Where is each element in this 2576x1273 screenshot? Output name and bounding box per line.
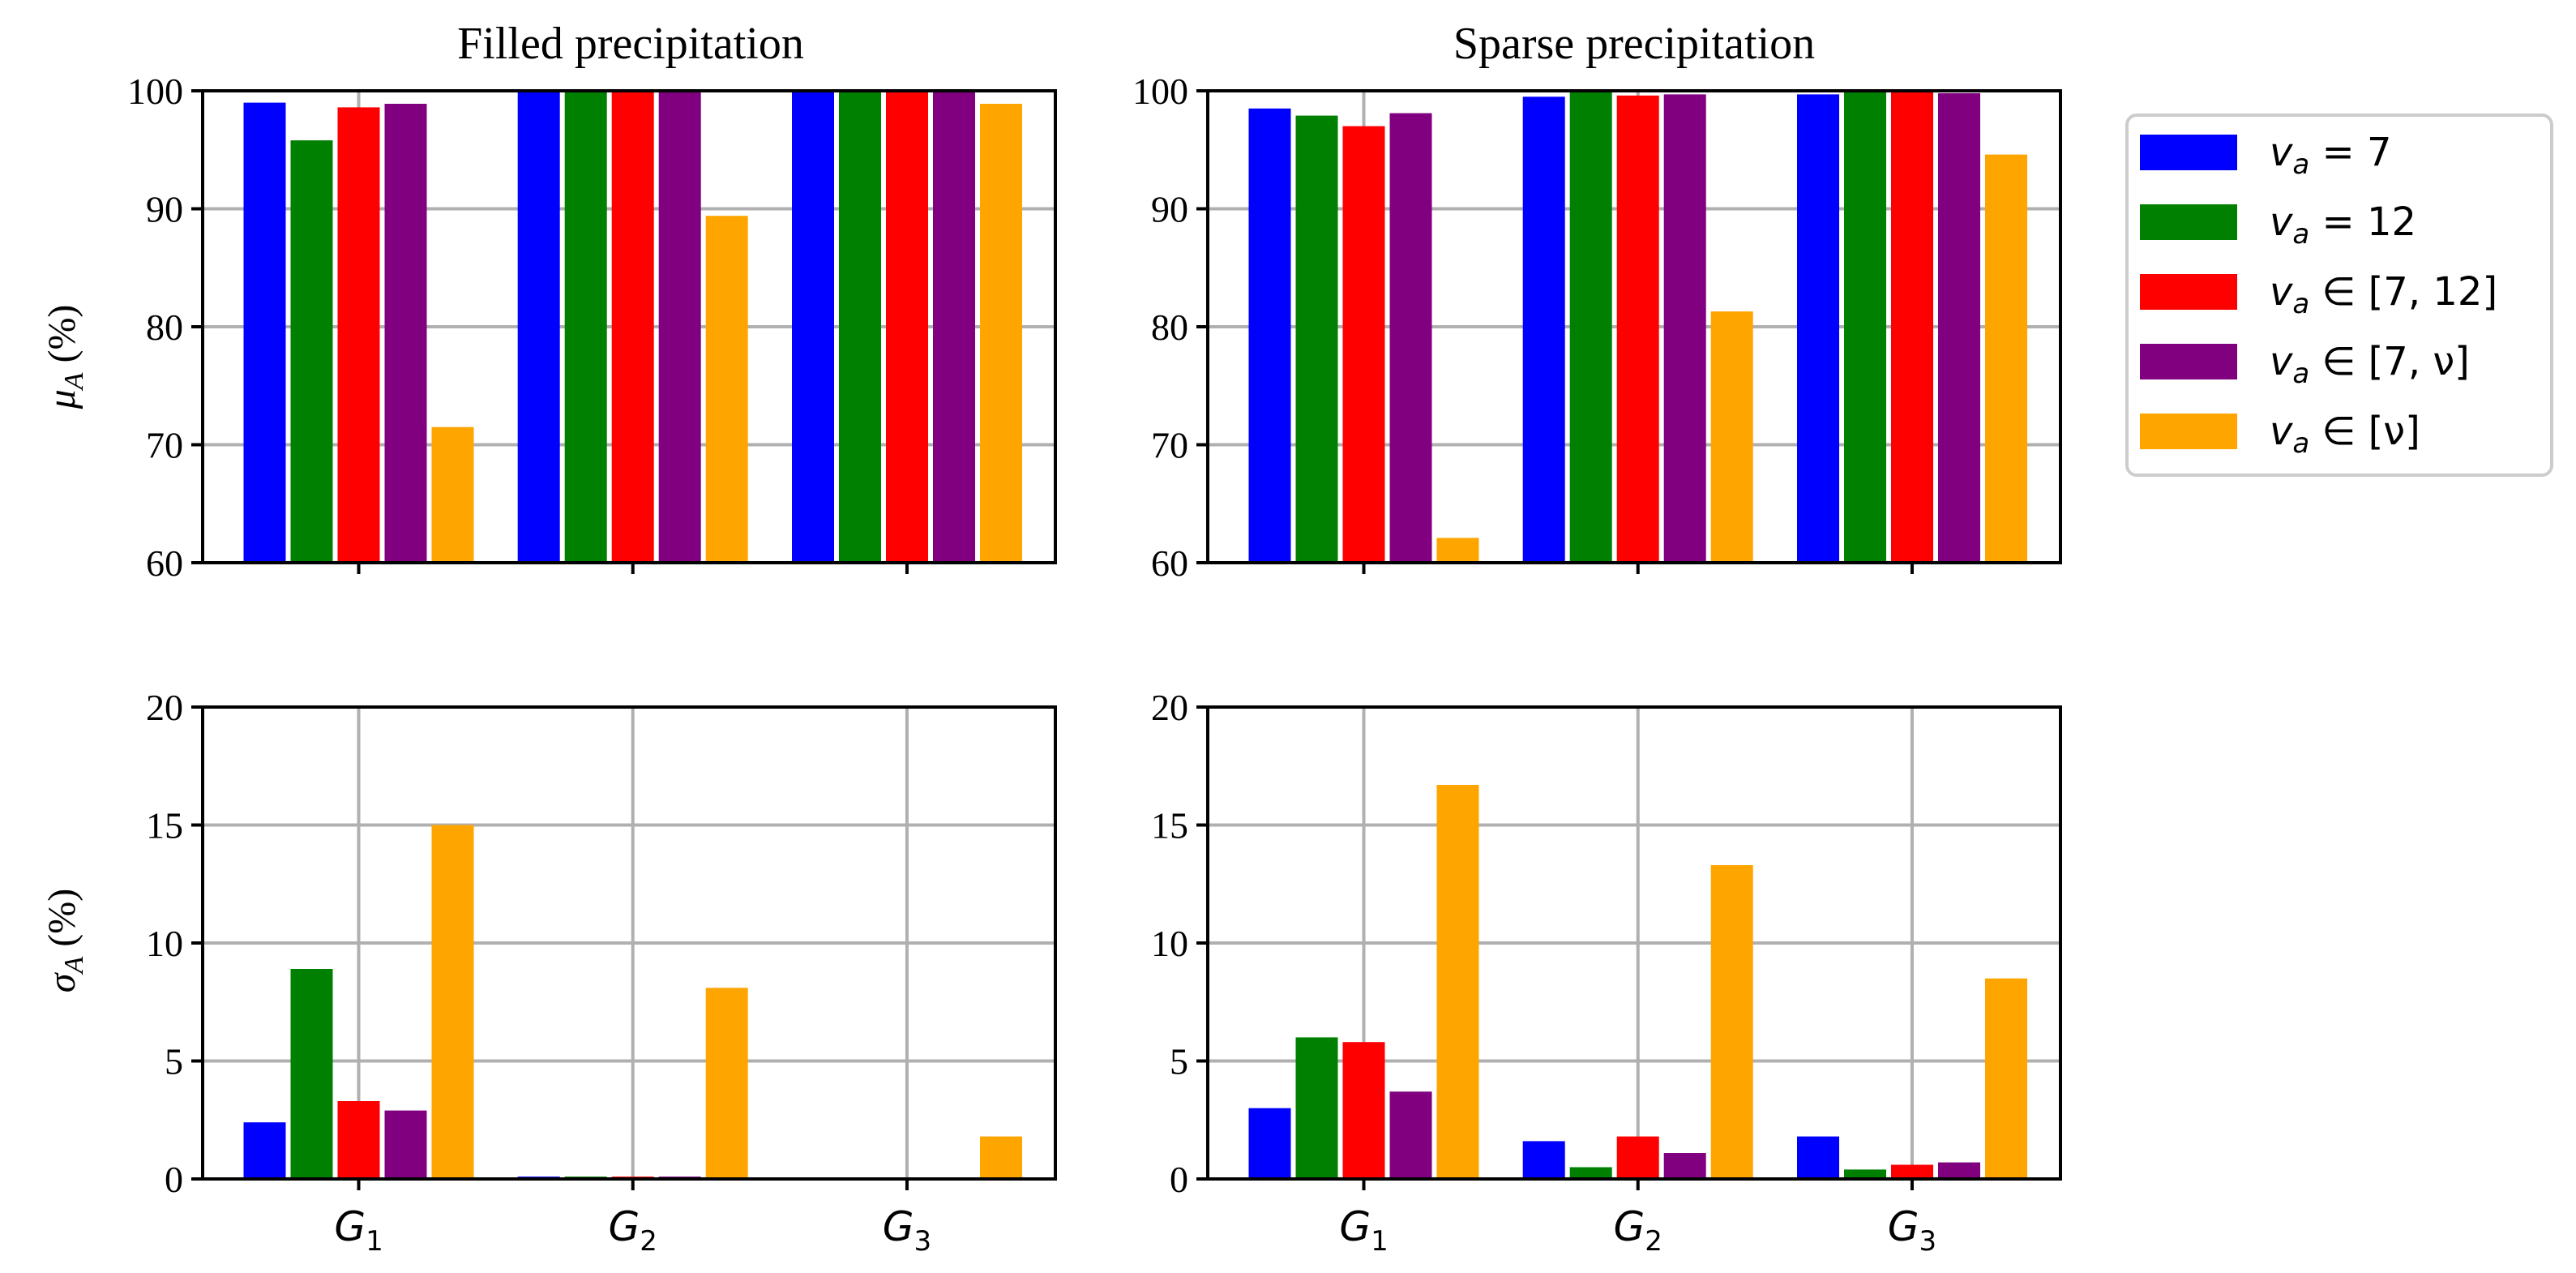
- bar-v7_12-G1: [337, 1101, 380, 1179]
- bar-v12-G3: [1844, 92, 1886, 563]
- bar-nu-G2: [705, 988, 748, 1179]
- ytick-label: 90: [1151, 189, 1188, 230]
- bar-v7_nu-G3: [1938, 92, 1980, 563]
- ytick-label: 0: [1170, 1159, 1188, 1200]
- bar-v7_12-G3: [1891, 92, 1933, 563]
- bar-nu-G3: [1985, 154, 2027, 563]
- bar-v7_12-G3: [1891, 1164, 1933, 1179]
- bar-v7_nu-G2: [1663, 94, 1706, 563]
- ytick-label: 70: [146, 425, 183, 466]
- xtick-label-G3: G3: [1888, 1203, 1936, 1258]
- bar-v12-G1: [1295, 115, 1338, 564]
- ytick-label: 60: [146, 542, 183, 584]
- ytick-label: 80: [1151, 306, 1188, 348]
- bar-v7-G1: [243, 1122, 286, 1179]
- legend-swatch-v12: [2140, 204, 2237, 240]
- ytick-label: 70: [1151, 425, 1188, 466]
- bar-v7_nu-G3: [1938, 1162, 1980, 1179]
- xtick-label-G1: G1: [334, 1203, 383, 1258]
- bar-v12-G1: [1295, 1037, 1338, 1179]
- bar-v7-G3: [1797, 1136, 1839, 1179]
- ytick-label: 90: [146, 189, 183, 230]
- subplot-filled-mu: 60 70 80 90 100: [127, 71, 1057, 584]
- legend-swatch-v7: [2140, 135, 2237, 170]
- bar-nu-G3: [1985, 978, 2027, 1179]
- bar-nu-G1: [1436, 538, 1479, 563]
- ytick-label: 5: [165, 1041, 183, 1082]
- ytick-label: 80: [146, 306, 183, 348]
- bar-v7_nu-G2: [1663, 1153, 1706, 1179]
- bar-v7_nu-G1: [384, 1110, 427, 1179]
- subplot-sparse-mu: 60 70 80 90 100: [1132, 71, 2062, 584]
- legend-swatch-v7_12: [2140, 274, 2237, 310]
- legend-label-v12: va = 12: [2270, 199, 2416, 251]
- legend-label-v7_nu: va ∈ [7, ν]: [2270, 339, 2470, 390]
- bar-v12-G1: [290, 140, 333, 564]
- bar-nu-G2: [705, 216, 748, 563]
- legend-label-nu: va ∈ [ν]: [2270, 409, 2420, 460]
- bar-v7_12-G1: [337, 107, 380, 563]
- bar-v7-G1: [1248, 1108, 1291, 1179]
- subplot-sparse-sigma: 0 5 10 15 20 G1 G2 G3: [1151, 687, 2062, 1258]
- bar-nu-G1: [431, 426, 474, 563]
- bar-v12-G2: [564, 92, 607, 563]
- ytick-label: 15: [1151, 805, 1188, 847]
- bar-v7-G3: [792, 92, 834, 563]
- bar-v7-G2: [1522, 96, 1565, 564]
- ylabel-sigma: σA (%): [41, 889, 89, 992]
- legend-label-v7_12: va ∈ [7, 12]: [2270, 269, 2497, 320]
- bar-v7-G1: [1248, 108, 1291, 564]
- bar-v7_12-G3: [886, 92, 928, 563]
- bar-v7_nu-G1: [1389, 1091, 1432, 1179]
- ytick-label: 15: [146, 805, 183, 847]
- bar-nu-G2: [1710, 865, 1753, 1179]
- legend-swatch-v7_nu: [2140, 344, 2237, 379]
- bar-v7_12-G1: [1342, 126, 1385, 564]
- bar-v7_nu-G2: [658, 92, 701, 563]
- subplot-filled-sigma: 0 5 10 15 20 G1 G2 G3: [146, 687, 1057, 1258]
- ylabel-mu: μA (%): [41, 305, 89, 410]
- legend-label-v7: va = 7: [2270, 130, 2392, 181]
- bar-nu-G1: [431, 825, 474, 1179]
- ytick-label: 10: [1151, 923, 1188, 964]
- bar-v7_12-G2: [1616, 95, 1659, 564]
- legend: va = 7 va = 12 va ∈ [7, 12] va ∈ [7, ν] va ∈…: [2125, 114, 2553, 477]
- bar-v12-G3: [1844, 1169, 1886, 1179]
- ytick-label: 10: [146, 923, 183, 964]
- bar-v7_nu-G1: [384, 104, 427, 563]
- bar-v7_nu-G3: [933, 92, 975, 563]
- bar-v12-G2: [1569, 1167, 1612, 1179]
- ytick-label: 100: [1132, 71, 1188, 112]
- bar-v12-G1: [290, 969, 333, 1179]
- bar-v7_12-G1: [1342, 1042, 1385, 1179]
- ytick-label: 5: [1170, 1041, 1188, 1082]
- xtick-label-G1: G1: [1339, 1203, 1388, 1258]
- bar-v12-G3: [839, 92, 881, 563]
- ytick-label: 60: [1151, 542, 1188, 584]
- bar-v7_nu-G1: [1389, 113, 1432, 564]
- bar-v7_12-G2: [611, 92, 654, 563]
- bar-v7-G2: [517, 92, 560, 563]
- xtick-label-G2: G2: [1614, 1203, 1662, 1258]
- bar-nu-G3: [980, 104, 1022, 563]
- legend-swatch-nu: [2140, 414, 2237, 449]
- xtick-label-G2: G2: [609, 1203, 657, 1258]
- title-sparse-precipitation: Sparse precipitation: [1453, 19, 1815, 69]
- bar-v7-G2: [1522, 1141, 1565, 1179]
- ytick-label: 0: [165, 1159, 183, 1200]
- xtick-label-G3: G3: [883, 1203, 931, 1258]
- bar-nu-G3: [980, 1136, 1022, 1179]
- ytick-label: 20: [1151, 687, 1188, 728]
- ytick-label: 20: [146, 687, 183, 728]
- bar-nu-G1: [1436, 785, 1479, 1179]
- bar-v12-G2: [1569, 92, 1612, 563]
- bar-v7-G3: [1797, 94, 1839, 563]
- title-filled-precipitation: Filled precipitation: [457, 19, 804, 69]
- bar-nu-G2: [1710, 311, 1753, 563]
- ytick-label: 100: [127, 71, 183, 112]
- bar-v7-G1: [243, 102, 286, 564]
- bar-v7_12-G2: [1616, 1136, 1659, 1179]
